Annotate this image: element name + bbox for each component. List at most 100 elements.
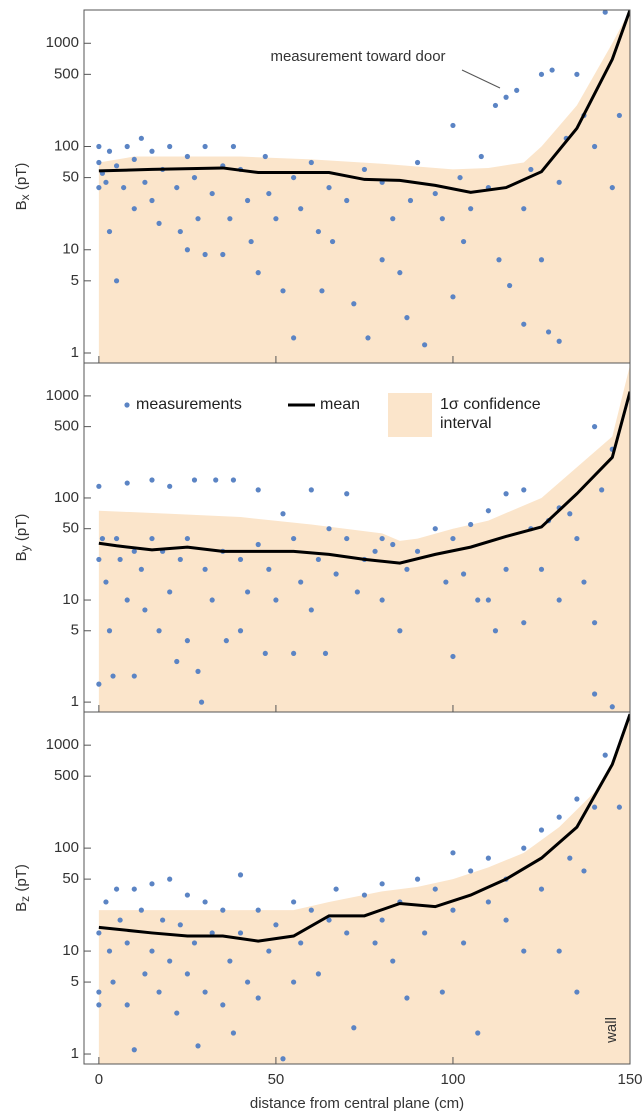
measurement-point [131, 206, 137, 212]
measurement-point [142, 971, 148, 977]
y-tick-label: 500 [54, 418, 79, 435]
measurement-point [237, 930, 244, 936]
measurement-point [131, 548, 137, 554]
measurement-point [191, 940, 198, 946]
measurement-point [322, 650, 329, 657]
measurement-point [450, 907, 456, 913]
measurement-point [255, 270, 261, 276]
measurement-point [209, 190, 215, 197]
measurement-point [591, 620, 598, 626]
measurement-point [255, 995, 261, 1001]
measurement-point [591, 691, 598, 697]
measurement-point [202, 251, 208, 258]
measurement-point [255, 907, 261, 913]
measurement-point [174, 184, 180, 191]
measurement-point [556, 338, 562, 344]
plot-area [96, 713, 630, 1064]
measurement-point [96, 1002, 102, 1008]
measurement-point [110, 979, 116, 985]
x-axis-label: distance from central plane (cm) [250, 1095, 464, 1112]
measurement-point [326, 184, 332, 191]
y-label-unit: (pT) [13, 864, 30, 896]
measurement-point [138, 566, 144, 572]
measurement-point [255, 487, 261, 493]
y-tick-label: 5 [71, 973, 79, 990]
measurement-point [308, 159, 314, 166]
measurement-point [602, 10, 608, 15]
measurement-point [244, 979, 251, 985]
measurement-point [149, 477, 155, 483]
measurement-point [485, 899, 491, 905]
measurement-point [124, 940, 130, 946]
measurement-point [351, 1025, 357, 1031]
measurement-point [237, 872, 244, 878]
confidence-band [98, 365, 630, 712]
measurement-point [156, 220, 162, 226]
measurement-point [96, 483, 102, 489]
measurement-point [142, 607, 148, 613]
measurement-point [177, 556, 183, 563]
measurement-point [230, 477, 237, 483]
measurement-point [326, 526, 332, 532]
measurement-point [220, 251, 226, 258]
measurement-point [142, 179, 148, 185]
measurement-point [298, 206, 304, 212]
measurement-point [96, 184, 102, 191]
measurement-point [106, 228, 113, 235]
measurement-point [174, 1010, 180, 1016]
measurement-point [344, 197, 350, 204]
measurement-point [227, 958, 233, 964]
y-tick-label: 1 [71, 1045, 79, 1062]
measurement-point [291, 535, 297, 542]
measurement-point [432, 190, 438, 197]
x-tick-label: 50 [268, 1071, 285, 1088]
measurement-point [280, 1056, 286, 1062]
y-axis-label: Bx (pT) [13, 163, 32, 211]
confidence-band [98, 10, 630, 363]
measurement-point [131, 156, 137, 163]
y-axis-label: Bz (pT) [13, 864, 32, 912]
measurement-point [432, 886, 438, 892]
y-tick-label: 1000 [46, 387, 79, 404]
y-tick-label: 1 [71, 693, 79, 710]
measurement-point [372, 548, 378, 554]
measurement-point [361, 892, 368, 898]
y-tick-label: 50 [62, 520, 79, 537]
measurement-point [379, 917, 385, 923]
measurement-point [574, 535, 580, 542]
measurement-point [591, 804, 598, 810]
legend-label: 1σ confidence interval [440, 396, 541, 432]
measurement-point [478, 153, 484, 160]
measurement-point [266, 190, 272, 197]
measurement-point [96, 989, 102, 995]
measurement-point [538, 71, 545, 77]
measurement-point [191, 477, 198, 483]
measurement-point [503, 94, 509, 100]
measurement-point [329, 238, 336, 245]
measurement-point [361, 166, 368, 173]
measurement-point [475, 597, 481, 603]
measurement-point [333, 886, 339, 892]
measurement-point [344, 930, 350, 936]
measurement-point [273, 216, 279, 222]
measurement-point [397, 628, 403, 634]
measurement-point [248, 238, 254, 245]
measurement-point [262, 650, 268, 657]
measurement-point [184, 971, 190, 977]
measurement-point [503, 917, 509, 923]
measurement-point [96, 556, 102, 563]
measurement-point [556, 597, 562, 603]
panel: 1 5 10 50 100 500 1000 0 50 100 150 Bz (pT) distance… [13, 711, 643, 1112]
measurement-point [315, 556, 322, 563]
mean-line [98, 10, 630, 194]
measurement-point [156, 989, 162, 995]
measurement-point [390, 541, 396, 548]
measurement-point [468, 206, 474, 212]
measurement-point [202, 989, 208, 995]
measurement-point [167, 958, 173, 964]
y-label-subscript: x [18, 194, 32, 200]
legend-label: mean [320, 396, 361, 413]
measurement-point [333, 571, 339, 577]
measurement-point [308, 487, 314, 493]
